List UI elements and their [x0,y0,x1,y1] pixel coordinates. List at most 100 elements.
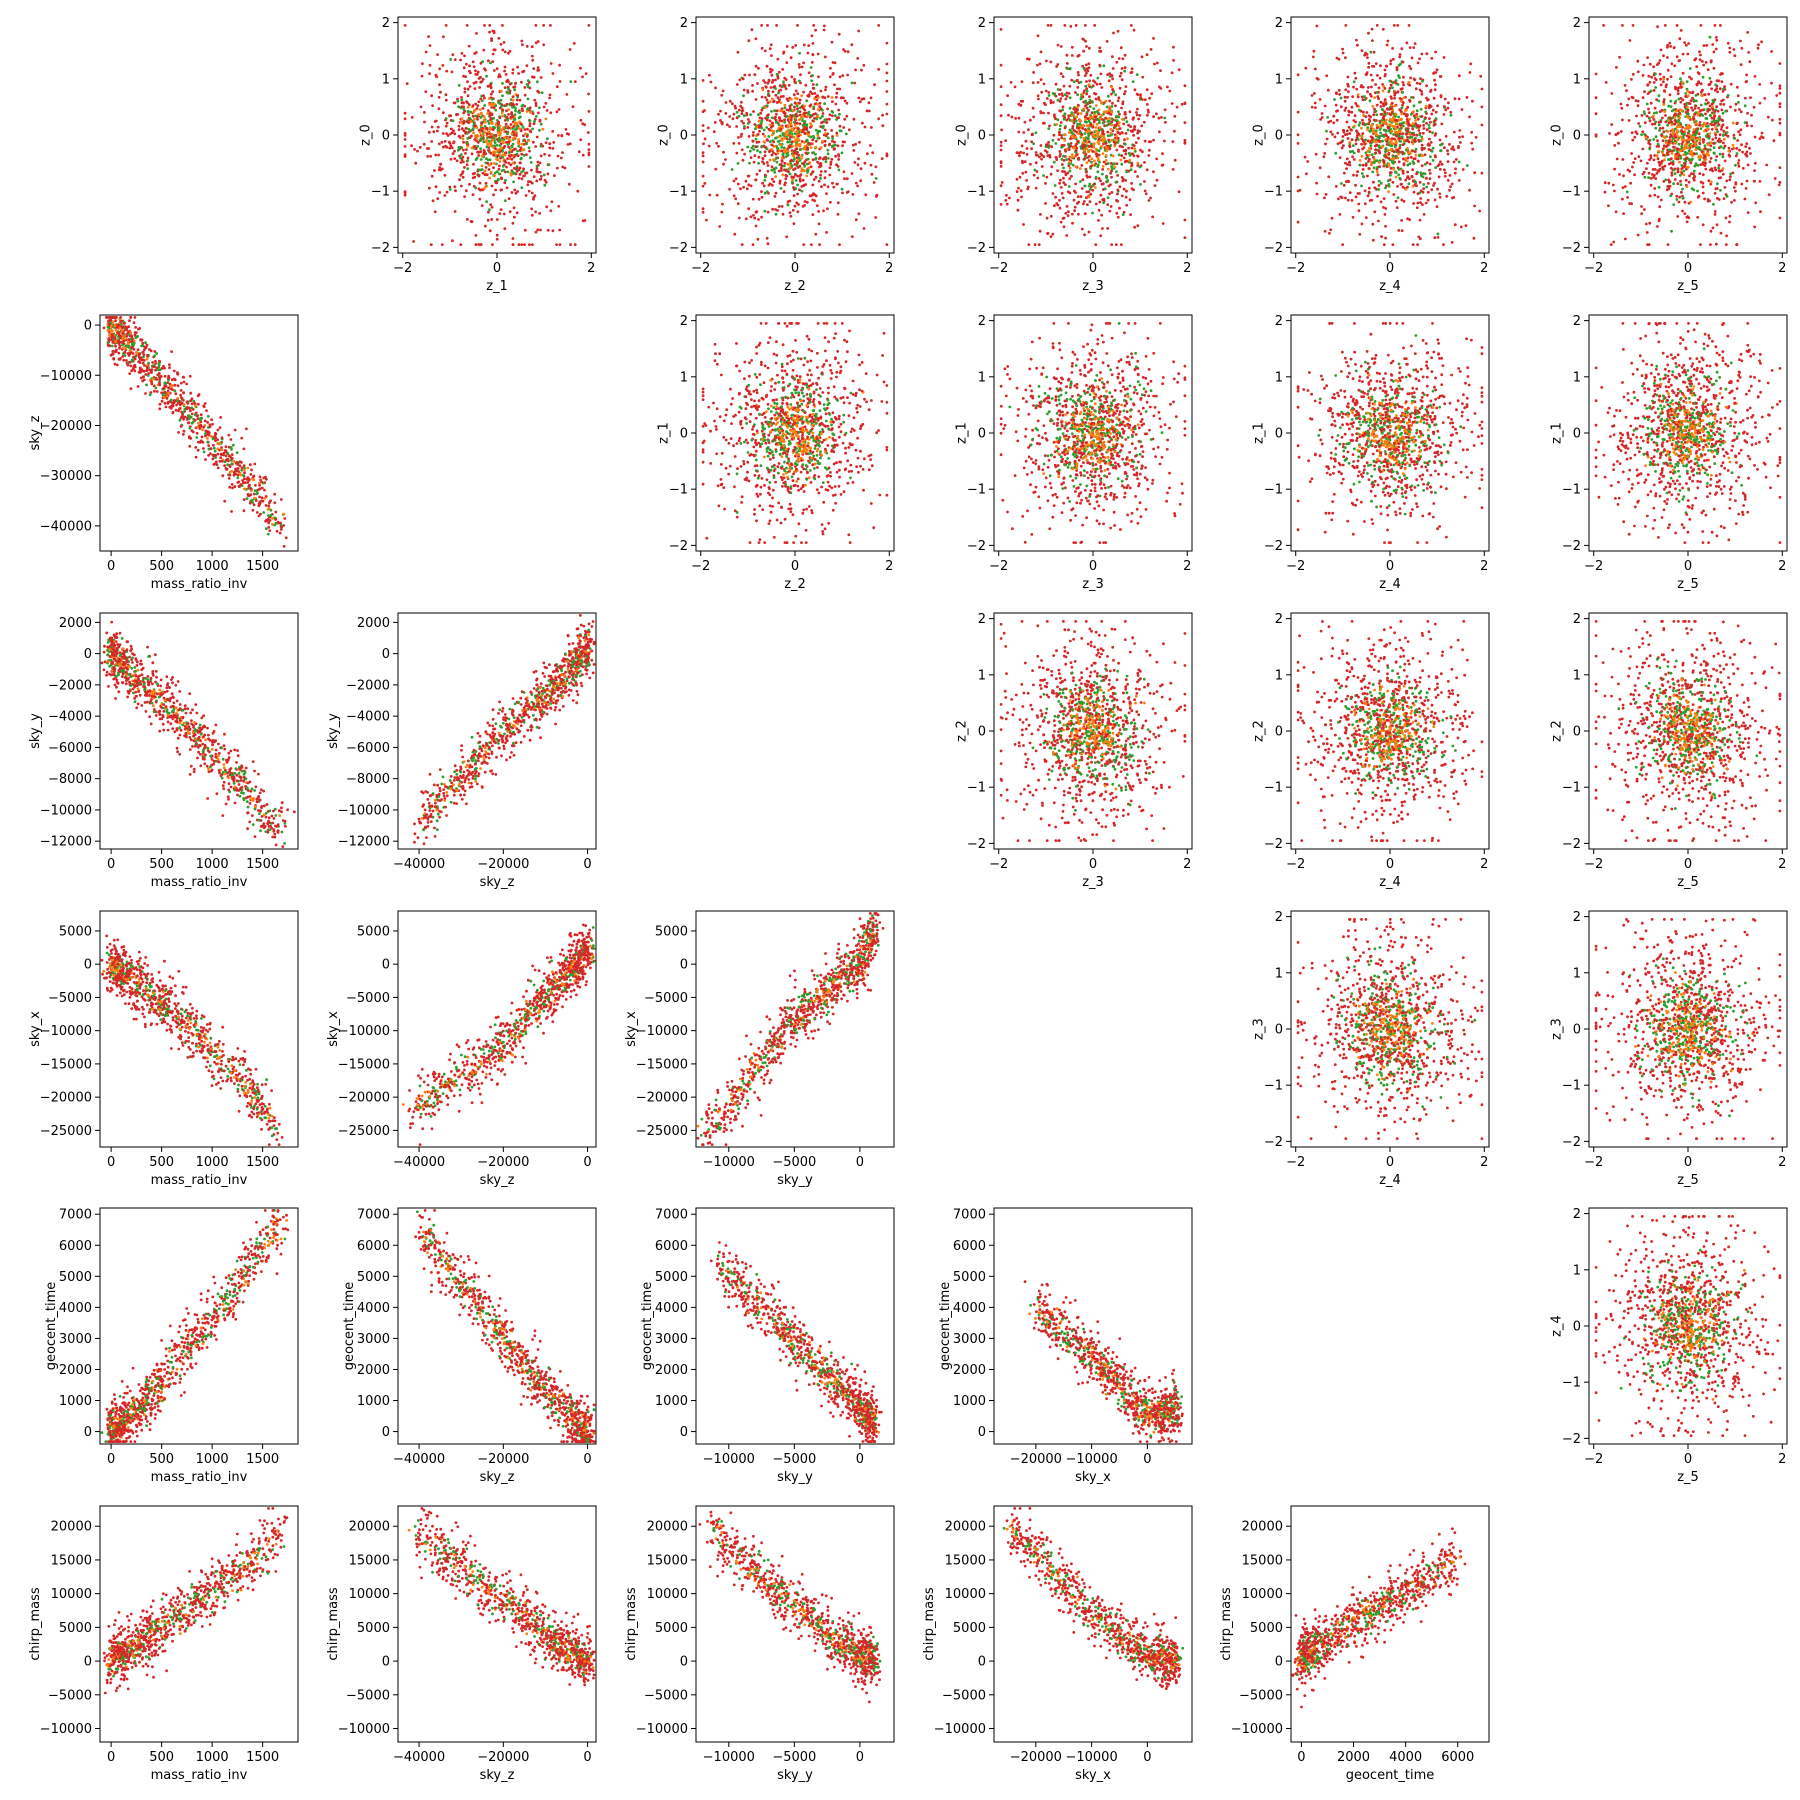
scatter-point [483,115,486,118]
scatter-point [491,90,494,93]
scatter-point [466,24,469,27]
scatter-point [507,113,510,116]
scatter-point [527,79,530,82]
scatter-point [499,157,502,160]
scatter-point [548,97,551,100]
scatter-point [540,175,543,178]
scatter-point [518,117,521,120]
scatter-point [488,97,491,100]
scatter-point [488,208,491,211]
scatter-point [705,219,708,222]
scatter-point [491,243,494,246]
scatter-point [873,83,876,86]
scatter-point [462,161,465,164]
scatter-point [481,129,484,132]
scatter-point [489,142,492,145]
scatter-point [425,51,428,54]
scatter-point [702,130,705,133]
scatter-point [529,156,532,159]
scatter-point [587,131,590,134]
scatter-point [569,243,572,246]
scatter-point [445,70,448,73]
scatter-point [518,243,521,246]
scatter-point [763,185,766,188]
scatter-point [870,126,873,129]
scatter-point [714,121,717,124]
scatter-point [464,152,467,155]
scatter-point [785,61,788,64]
scatter-point [499,150,502,153]
scatter-point [535,104,538,107]
scatter-point [877,24,880,27]
scatter-point [531,192,534,195]
scatter-point [542,43,545,46]
scatter-point [466,80,469,83]
scatter-point [404,132,407,135]
scatter-point [478,86,481,89]
scatter-point [490,218,493,221]
scatter-point [516,167,519,170]
scatter-point [512,99,515,102]
scatter-point [474,69,477,72]
scatter-point [819,102,822,105]
scatter-point [788,84,791,87]
scatter-point [513,206,516,209]
scatter-point [479,98,482,101]
scatter-point [441,243,444,246]
scatter-point [474,87,477,90]
scatter-point [769,68,772,71]
scatter-point [448,186,451,189]
scatter-point [406,82,409,85]
scatter-point [498,165,501,168]
scatter-point [576,190,579,193]
scatter-point [767,90,770,93]
scatter-point [822,112,825,115]
scatter-point [548,163,551,166]
scatter-point [766,24,769,27]
scatter-point [497,178,500,181]
scatter-point [799,114,802,117]
scatter-point [754,154,757,157]
scatter-point [704,138,707,141]
scatter-point [838,33,841,36]
scatter-point [428,187,431,190]
scatter-point [478,198,481,201]
scatter-point [439,163,442,166]
scatter-point [503,70,506,73]
scatter-point [492,117,495,120]
scatter-point [531,127,534,130]
scatter-point [423,143,426,146]
scatter-point [581,76,584,79]
scatter-point [459,157,462,160]
scatter-point [535,102,538,105]
scatter-point [489,152,492,155]
scatter-point [859,179,862,182]
scatter-point [466,142,469,145]
scatter-point [501,140,504,143]
scatter-point [572,105,575,108]
scatter-point [799,99,802,102]
scatter-point [838,88,841,91]
scatter-point [489,229,492,232]
scatter-point [802,179,805,182]
scatter-point [770,54,773,57]
scatter-point [530,161,533,164]
scatter-point [824,170,827,173]
scatter-point [537,66,540,69]
scatter-point [787,200,790,203]
scatter-point [487,59,490,62]
scatter-point [824,129,827,132]
scatter-point [490,39,493,42]
scatter-point [818,243,821,246]
scatter-point [582,154,585,157]
scatter-point [530,169,533,172]
scatter-point [528,190,531,193]
scatter-point [490,117,493,120]
scatter-point [477,154,480,157]
scatter-point [467,111,470,114]
y-tick-label: −1 [371,185,390,200]
scatter-point [793,106,796,109]
scatter-point [523,139,526,142]
scatter-point [535,170,538,173]
scatter-point [404,117,407,120]
